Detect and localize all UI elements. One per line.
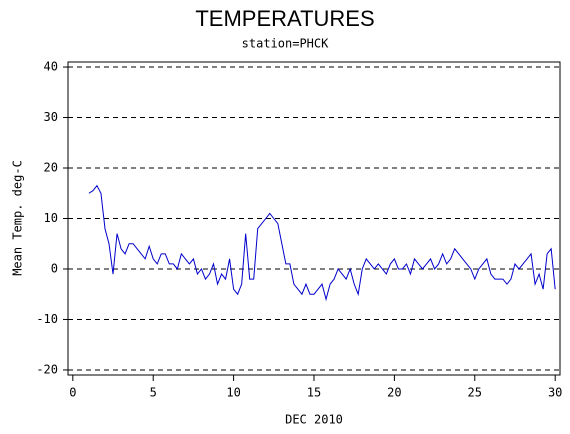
y-tick-label: 0 bbox=[51, 261, 58, 275]
x-tick-label: 30 bbox=[548, 386, 562, 400]
chart-title: TEMPERATURES bbox=[195, 6, 374, 31]
y-tick-label: -20 bbox=[36, 362, 58, 376]
chart-subtitle: station=PHCK bbox=[242, 37, 329, 51]
y-tick-label: -10 bbox=[36, 312, 58, 326]
x-tick-label: 10 bbox=[226, 386, 240, 400]
y-tick-label: 30 bbox=[44, 110, 58, 124]
data-line bbox=[88, 184, 556, 302]
y-axis-label: Mean Temp. deg-C bbox=[11, 160, 25, 276]
x-tick-label: 15 bbox=[307, 386, 321, 400]
y-tick-label: 20 bbox=[44, 161, 58, 175]
y-tick-label: 40 bbox=[44, 60, 58, 74]
x-axis-label: DEC 2010 bbox=[285, 413, 343, 427]
x-tick-label: 5 bbox=[150, 386, 157, 400]
x-tick-label: 20 bbox=[387, 386, 401, 400]
x-tick-label: 0 bbox=[69, 386, 76, 400]
y-tick-label: 10 bbox=[44, 211, 58, 225]
x-tick-label: 25 bbox=[468, 386, 482, 400]
